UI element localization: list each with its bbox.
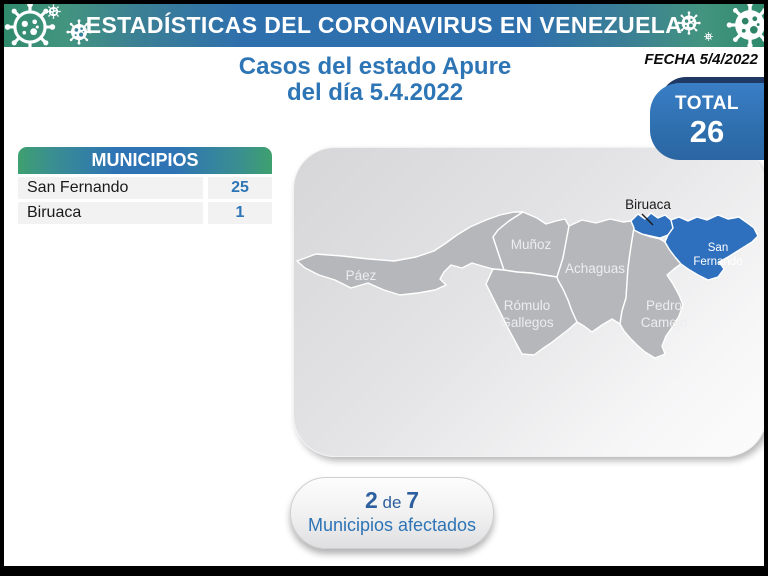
map-label-munoz: Muñoz — [511, 237, 552, 252]
biruaca-callout-line — [641, 213, 654, 226]
municipio-name: Biruaca — [18, 202, 203, 224]
page-title-line1: Casos del estado Apure — [238, 53, 512, 80]
map-label-camejo: Camejo — [641, 315, 688, 330]
date-label: FECHA 5/4/2022 — [644, 51, 758, 68]
affected-count: 2 — [365, 487, 378, 513]
map-region-romulo-gallegos — [485, 268, 578, 356]
total-value: 26 — [689, 114, 725, 149]
page-title-line2: del día 5.4.2022 — [286, 79, 464, 106]
header-banner: ESTADÍSTICAS DEL CORONAVIRUS EN VENEZUEL… — [4, 4, 764, 47]
affected-caption: Municipios afectados — [307, 515, 477, 535]
map-label-pedro: Pedro — [646, 298, 682, 313]
page-title: Casos del estado Apure del día 5.4.2022 — [150, 54, 600, 106]
banner-title: ESTADÍSTICAS DEL CORONAVIRUS EN VENEZUEL… — [85, 12, 683, 38]
map-label-gallegos: Gallegos — [500, 315, 554, 330]
total-label: TOTAL — [674, 93, 740, 114]
slide: ESTADÍSTICAS DEL CORONAVIRUS EN VENEZUEL… — [4, 4, 764, 566]
affected-count-line: 2 de 7 — [291, 487, 493, 514]
affected-of: de — [382, 493, 402, 512]
table-row: San Fernando 25 — [18, 177, 272, 199]
biruaca-callout-label: Biruaca — [625, 197, 671, 212]
municipio-name: San Fernando — [18, 177, 203, 199]
municipios-table-header: MUNICIPIOS — [18, 147, 272, 174]
municipios-table: MUNICIPIOS San Fernando 25 Biruaca 1 — [18, 147, 272, 224]
map-region-san-fernando-highlighted — [664, 214, 759, 281]
affected-total: 7 — [406, 487, 419, 513]
map-label-san: San — [708, 242, 728, 254]
map-label-achaguas: Achaguas — [565, 261, 625, 276]
total-badge: TOTAL 26 — [650, 83, 764, 160]
table-row: Biruaca 1 — [18, 202, 272, 224]
map-label-paez: Páez — [346, 268, 377, 283]
municipio-cases: 25 — [208, 177, 272, 199]
map-panel: Biruaca Páez Muñoz Rómulo Gallegos Achag… — [293, 147, 764, 457]
affected-municipios-pill: 2 de 7 Municipios afectados — [290, 477, 494, 549]
map-label-romulo: Rómulo — [504, 298, 551, 313]
apure-state-map: Biruaca Páez Muñoz Rómulo Gallegos Achag… — [296, 197, 759, 359]
map-label-fernando: Fernando — [693, 256, 742, 268]
municipio-cases: 1 — [208, 202, 272, 224]
